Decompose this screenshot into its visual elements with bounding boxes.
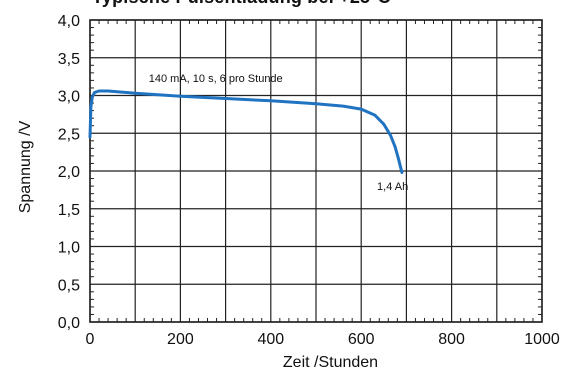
x-tick-label: 0	[86, 331, 95, 348]
y-tick-label: 3,5	[58, 51, 80, 68]
x-tick-label: 1000	[524, 331, 560, 348]
annotation-label: 140 mA, 10 s, 6 pro Stunde	[149, 73, 283, 85]
plot-frame	[89, 19, 543, 323]
y-tick-label: 0,5	[58, 277, 80, 294]
y-tick-label: 0,0	[58, 315, 80, 332]
x-tick-label: 400	[257, 331, 284, 348]
x-tick-label: 200	[167, 331, 194, 348]
x-tick-label: 800	[438, 331, 465, 348]
y-tick-label: 1,5	[58, 202, 80, 219]
chart-title: Typische Pulsentladung bei +25°C	[92, 0, 391, 8]
series-line	[88, 89, 404, 174]
y-tick-label: 3,0	[58, 89, 80, 106]
y-tick-label: 4,0	[58, 13, 80, 30]
x-tick-label: 600	[348, 331, 375, 348]
annotation-label: 1,4 Ah	[377, 181, 408, 193]
y-tick-label: 2,0	[58, 164, 80, 181]
y-tick-label: 1,0	[58, 240, 80, 257]
y-tick-label: 2,5	[58, 126, 80, 143]
x-axis-label: Zeit /Stunden	[282, 354, 379, 371]
